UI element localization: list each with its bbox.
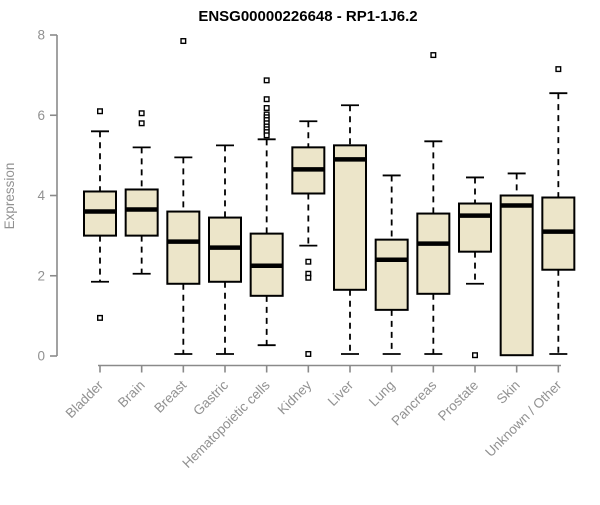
outlier-point (555, 66, 562, 73)
x-tick-label: Gastric (190, 377, 231, 418)
box-group (541, 66, 576, 355)
box (416, 212, 451, 295)
y-axis-label: Expression (2, 163, 17, 230)
box-group (83, 108, 117, 321)
y-tick-label: 8 (37, 28, 45, 43)
x-tick-label: Skin (494, 378, 523, 407)
x-tick-label: Liver (325, 377, 357, 409)
box-group (499, 172, 534, 357)
x-tick-label: Kidney (275, 377, 315, 417)
y-tick-label: 4 (37, 188, 45, 203)
y-tick-label: 6 (37, 108, 45, 123)
x-tick-label: Lung (366, 378, 398, 410)
x-tick-label: Unknown / Other (482, 377, 565, 460)
box (499, 194, 534, 357)
box (333, 144, 368, 291)
outlier-point (305, 258, 312, 265)
outlier-point (263, 96, 270, 103)
boxes-group (83, 38, 576, 359)
box-group (416, 52, 451, 355)
box-group (249, 77, 284, 347)
x-tick-label: Prostate (435, 378, 481, 424)
box-group (374, 174, 409, 355)
x-tick-label: Pancreas (389, 377, 440, 428)
box-group (208, 144, 243, 355)
y-tick-label: 2 (37, 268, 45, 283)
box (458, 202, 493, 253)
outlier-point (138, 120, 145, 127)
outlier-point (472, 352, 479, 359)
plot-title: ENSG00000226648 - RP1-1J6.2 (198, 8, 417, 25)
x-tick-label: Bladder (63, 377, 107, 421)
x-tick-label: Brain (115, 378, 148, 411)
outlier-point (263, 105, 270, 112)
outlier-point (263, 132, 270, 139)
outlier-point (180, 38, 187, 45)
outlier-point (138, 110, 145, 117)
outlier-point (430, 52, 437, 59)
outlier-point (263, 77, 270, 84)
box (166, 210, 201, 285)
box-group (333, 104, 368, 355)
box-group (291, 120, 326, 357)
box-group (166, 38, 201, 355)
y-tick-label: 0 (37, 349, 45, 364)
box (374, 238, 409, 311)
outlier-point (96, 314, 103, 321)
outlier-point (96, 108, 103, 115)
outlier-point (305, 274, 312, 281)
outlier-point (305, 350, 312, 357)
box (124, 188, 159, 237)
box-group (124, 110, 159, 275)
box-group (458, 176, 493, 359)
x-tick-label: Breast (151, 377, 189, 415)
